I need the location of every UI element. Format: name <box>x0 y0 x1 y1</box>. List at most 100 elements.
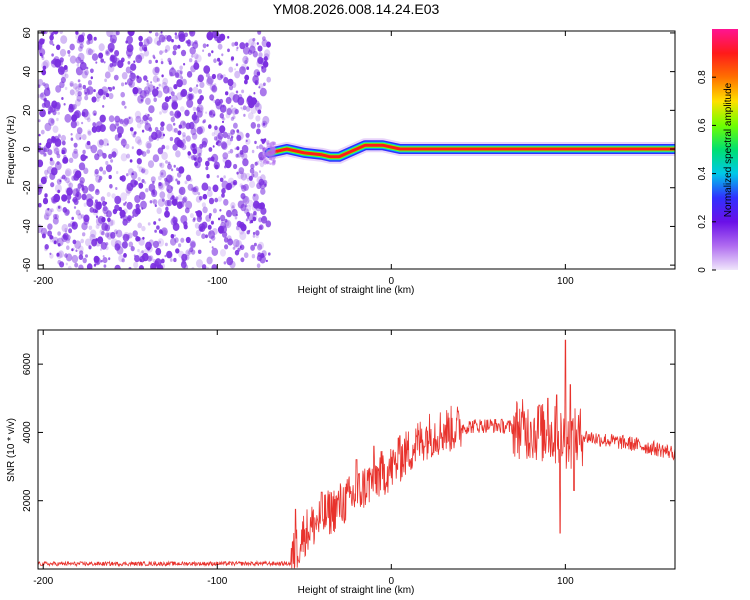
noise-speckle <box>234 216 238 220</box>
noise-speckle <box>243 113 246 117</box>
colorbar-tick-label: 0 <box>697 267 708 273</box>
noise-speckle <box>97 139 104 148</box>
noise-speckle <box>78 162 86 171</box>
noise-speckle <box>256 59 263 68</box>
noise-speckle <box>176 167 179 171</box>
noise-speckle <box>71 248 74 252</box>
noise-speckle <box>129 70 133 75</box>
noise-speckle <box>64 227 68 232</box>
noise-speckle <box>208 197 215 205</box>
noise-speckle <box>181 78 187 86</box>
noise-speckle <box>56 44 61 51</box>
noise-speckle <box>196 78 201 83</box>
noise-speckle <box>148 116 153 122</box>
noise-speckle <box>158 34 166 43</box>
noise-speckle <box>219 33 226 41</box>
noise-speckle <box>83 88 90 96</box>
noise-speckle <box>95 215 99 219</box>
noise-speckle <box>164 210 170 218</box>
noise-speckle <box>222 157 227 163</box>
noise-speckle <box>67 223 72 228</box>
noise-speckle <box>72 188 80 197</box>
noise-speckle <box>97 179 101 183</box>
noise-speckle <box>145 97 151 106</box>
noise-speckle <box>74 90 81 97</box>
noise-speckle <box>153 240 159 249</box>
noise-speckle <box>162 85 170 94</box>
noise-speckle <box>104 78 107 83</box>
noise-speckle <box>58 59 64 66</box>
noise-speckle <box>98 175 103 181</box>
noise-speckle <box>56 117 59 122</box>
noise-speckle <box>146 79 149 83</box>
noise-speckle <box>129 83 133 88</box>
noise-speckle <box>225 91 229 96</box>
noise-speckle <box>54 161 62 171</box>
noise-speckle <box>221 193 225 198</box>
noise-speckle <box>208 230 215 239</box>
noise-speckle <box>50 182 55 188</box>
noise-speckle <box>129 127 134 132</box>
noise-speckle <box>234 244 238 249</box>
noise-speckle <box>91 96 97 103</box>
noise-speckle <box>116 197 122 204</box>
noise-speckle <box>130 63 137 71</box>
noise-speckle <box>205 111 208 114</box>
noise-speckle <box>141 179 145 183</box>
noise-speckle <box>227 35 230 39</box>
noise-speckle <box>62 232 69 241</box>
noise-speckle <box>74 98 81 107</box>
noise-speckle <box>95 97 100 102</box>
noise-speckle <box>48 117 55 126</box>
noise-speckle <box>176 139 183 148</box>
noise-speckle <box>193 157 197 161</box>
noise-speckle <box>199 226 204 231</box>
noise-speckle <box>216 73 223 81</box>
noise-speckle <box>170 234 175 239</box>
noise-speckle <box>215 141 219 146</box>
noise-speckle <box>141 167 146 174</box>
noise-speckle <box>54 184 62 193</box>
noise-speckle <box>192 148 198 155</box>
noise-speckle <box>114 240 122 249</box>
noise-speckle <box>98 139 104 146</box>
noise-speckle <box>232 246 236 250</box>
noise-speckle <box>192 186 197 193</box>
noise-speckle <box>190 127 197 136</box>
noise-speckle <box>211 264 218 269</box>
noise-speckle <box>172 50 177 56</box>
noise-speckle <box>251 203 258 212</box>
track-speckle <box>269 162 272 165</box>
noise-speckle <box>114 115 120 123</box>
noise-speckle <box>63 103 66 106</box>
noise-speckle <box>180 106 185 112</box>
noise-speckle <box>180 88 188 97</box>
noise-speckle <box>49 159 55 166</box>
noise-speckle <box>246 230 250 235</box>
noise-speckle <box>93 113 96 116</box>
noise-speckle <box>69 43 75 51</box>
noise-speckle <box>232 115 236 120</box>
noise-speckle <box>171 168 174 172</box>
track-speckle <box>268 156 273 161</box>
noise-speckle <box>187 151 191 156</box>
noise-speckle <box>105 242 109 246</box>
noise-speckle <box>41 233 46 239</box>
noise-speckle <box>180 237 185 243</box>
noise-speckle <box>134 110 142 119</box>
noise-speckle <box>233 122 238 129</box>
noise-speckle <box>178 186 186 196</box>
noise-speckle <box>157 238 165 247</box>
noise-speckle <box>160 258 165 264</box>
noise-speckle <box>146 116 150 121</box>
noise-speckle <box>72 150 79 159</box>
noise-speckle <box>143 75 148 81</box>
noise-speckle <box>86 66 89 70</box>
noise-speckle <box>236 129 240 133</box>
noise-speckle <box>146 142 152 149</box>
noise-speckle <box>206 44 209 47</box>
noise-speckle <box>63 176 68 181</box>
colorbar: 0 0.2 0.4 0.6 0.8 Normalized spectral amplit… <box>697 29 738 273</box>
noise-speckle <box>59 179 62 183</box>
